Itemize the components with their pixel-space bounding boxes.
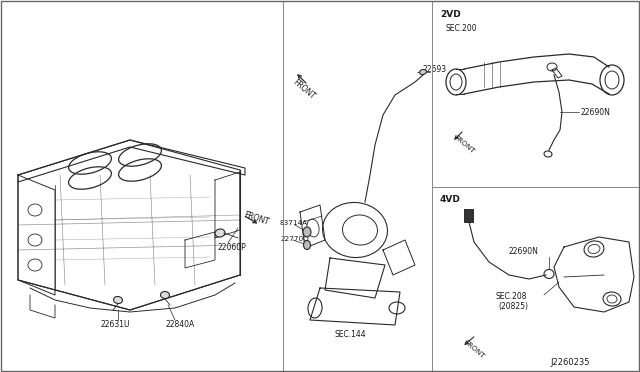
Ellipse shape xyxy=(303,241,310,250)
Text: 22693: 22693 xyxy=(423,65,447,74)
Text: 22840A: 22840A xyxy=(165,320,195,329)
Text: 22690N: 22690N xyxy=(509,247,539,256)
Text: 2VD: 2VD xyxy=(440,10,461,19)
Text: FRONT: FRONT xyxy=(291,78,317,102)
Text: 22631U: 22631U xyxy=(100,320,129,329)
Text: 4VD: 4VD xyxy=(440,195,461,204)
Text: FRONT: FRONT xyxy=(452,134,475,154)
Text: 22690N: 22690N xyxy=(581,108,611,117)
Text: FRONT: FRONT xyxy=(242,210,269,227)
Text: 83714A: 83714A xyxy=(280,220,308,226)
Text: (20825): (20825) xyxy=(498,302,528,311)
Text: SEC.208: SEC.208 xyxy=(496,292,527,301)
Ellipse shape xyxy=(420,70,426,74)
Bar xyxy=(464,209,473,222)
Text: FRONT: FRONT xyxy=(462,339,485,359)
Text: J2260235: J2260235 xyxy=(550,358,589,367)
Text: SEC.200: SEC.200 xyxy=(446,24,477,33)
Ellipse shape xyxy=(303,227,311,237)
Ellipse shape xyxy=(161,292,170,298)
Text: 22060P: 22060P xyxy=(218,243,247,252)
Ellipse shape xyxy=(215,229,225,237)
Text: 22770Q: 22770Q xyxy=(280,236,308,242)
Text: SEC.144: SEC.144 xyxy=(335,330,367,339)
Ellipse shape xyxy=(113,296,122,304)
